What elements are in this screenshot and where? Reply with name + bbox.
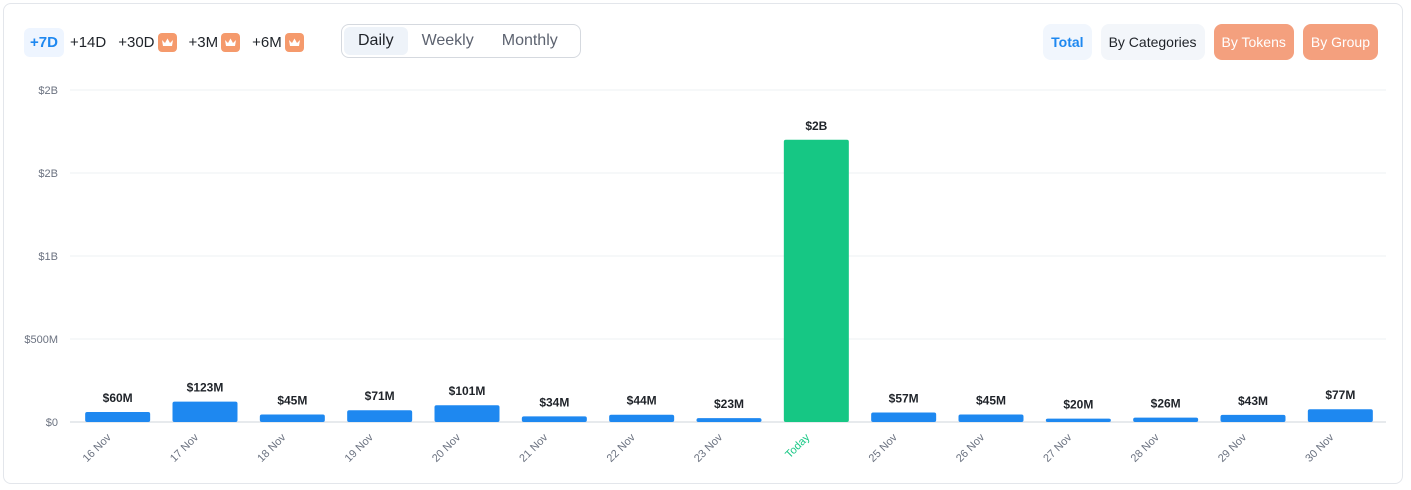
data-label: $101M xyxy=(449,384,486,398)
bar xyxy=(259,414,325,422)
view-by-group-button[interactable]: By Group xyxy=(1302,24,1378,60)
bar xyxy=(85,412,151,422)
x-tick-label: 17 Nov xyxy=(168,431,201,464)
y-tick-label: $0 xyxy=(46,417,58,429)
bar xyxy=(1045,418,1111,422)
data-label: $2B xyxy=(805,119,827,133)
data-label: $45M xyxy=(277,394,307,408)
data-label: $57M xyxy=(889,392,919,406)
x-tick-label: 18 Nov xyxy=(255,431,288,464)
bar xyxy=(172,401,238,422)
crown-icon xyxy=(157,32,177,52)
bar xyxy=(783,139,849,423)
y-tick-label: $500M xyxy=(24,334,58,346)
range-7d[interactable]: +7D xyxy=(24,27,64,57)
y-tick-label: $1B xyxy=(38,251,58,263)
x-tick-label: 16 Nov xyxy=(81,431,114,464)
bar xyxy=(871,412,937,422)
range-3m-label: +3M xyxy=(188,33,219,51)
range-6m-label: +6M xyxy=(252,33,282,51)
view-by-tokens-button[interactable]: By Tokens xyxy=(1213,24,1294,60)
x-tick-label: 20 Nov xyxy=(430,431,463,464)
view-by-categories-button[interactable]: By Categories xyxy=(1100,24,1205,60)
bar xyxy=(958,414,1024,422)
data-label: $26M xyxy=(1151,397,1181,411)
data-label: $23M xyxy=(714,397,744,411)
y-tick-label: $2B xyxy=(38,168,58,180)
period-monthly[interactable]: Monthly xyxy=(501,32,558,49)
data-label: $45M xyxy=(976,394,1006,408)
x-tick-label: 29 Nov xyxy=(1216,431,1249,464)
range-7d-label: +7D xyxy=(30,33,58,51)
view-selector: Total By Categories By Tokens By Group xyxy=(1034,24,1378,60)
data-label: $44M xyxy=(627,394,657,408)
crown-icon xyxy=(284,32,304,52)
bar xyxy=(434,405,500,422)
bar xyxy=(347,410,413,422)
range-14d-label: +14D xyxy=(69,33,107,51)
range-14d[interactable]: +14D xyxy=(70,34,106,51)
data-label: $43M xyxy=(1238,394,1268,408)
bar xyxy=(609,414,675,422)
range-30d[interactable]: +30D xyxy=(118,32,177,52)
data-label: $77M xyxy=(1325,388,1355,402)
data-label: $20M xyxy=(1063,398,1093,412)
period-daily[interactable]: Daily xyxy=(344,27,408,55)
bar xyxy=(1220,414,1286,422)
range-3m[interactable]: +3M xyxy=(188,32,241,52)
x-tick-label: 21 Nov xyxy=(517,431,550,464)
period-selector: Daily Weekly Monthly xyxy=(341,24,581,58)
range-6m[interactable]: +6M xyxy=(252,32,304,52)
period-weekly[interactable]: Weekly xyxy=(421,32,474,49)
bar xyxy=(696,418,762,422)
x-tick-label: 26 Nov xyxy=(954,431,987,464)
bar xyxy=(1307,409,1373,422)
x-tick-label: 27 Nov xyxy=(1041,431,1074,464)
crown-icon xyxy=(221,32,241,52)
x-tick-label: 23 Nov xyxy=(692,431,725,464)
time-range-selector: +7D +14D +30D +3M +6M xyxy=(24,25,316,59)
view-total-button[interactable]: Total xyxy=(1043,24,1092,60)
x-tick-label: 28 Nov xyxy=(1129,431,1162,464)
range-30d-label: +30D xyxy=(118,33,155,51)
y-tick-label: $2B xyxy=(38,85,58,97)
bar xyxy=(521,416,587,422)
data-label: $34M xyxy=(539,395,569,409)
data-label: $71M xyxy=(365,389,395,403)
x-tick-label: 30 Nov xyxy=(1303,431,1336,464)
x-tick-label: 19 Nov xyxy=(343,431,376,464)
x-tick-label: 25 Nov xyxy=(867,431,900,464)
data-label: $123M xyxy=(187,381,224,395)
x-tick-label: 22 Nov xyxy=(605,431,638,464)
bar xyxy=(1133,417,1199,422)
data-label: $60M xyxy=(103,391,133,405)
x-tick-label: Today xyxy=(783,431,813,461)
